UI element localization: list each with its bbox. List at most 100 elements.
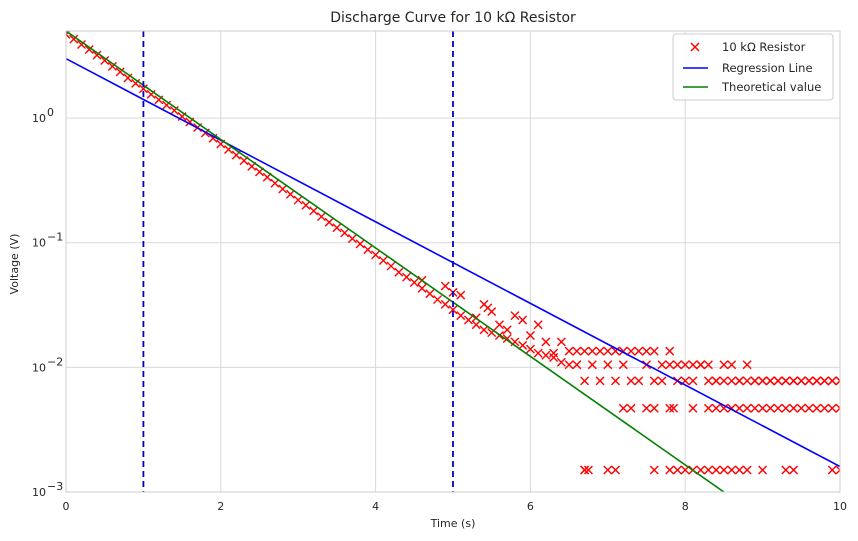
- data-point: [583, 465, 593, 475]
- data-point: [727, 360, 737, 370]
- data-point: [796, 403, 806, 413]
- data-point: [549, 353, 559, 362]
- data-point: [827, 403, 837, 413]
- data-point: [703, 376, 713, 386]
- data-point: [363, 245, 373, 255]
- y-tick-label: 10: [32, 486, 46, 499]
- data-point: [820, 376, 830, 386]
- data-point: [719, 376, 729, 386]
- data-point: [316, 212, 326, 222]
- data-point: [587, 346, 597, 356]
- data-point: [742, 465, 752, 475]
- data-point: [293, 195, 303, 205]
- data-point: [835, 465, 840, 475]
- data-point: [564, 360, 574, 370]
- data-point: [66, 31, 71, 39]
- data-point: [107, 61, 117, 71]
- data-point: [649, 465, 659, 475]
- x-tick-label: 10: [833, 500, 847, 513]
- data-point: [719, 403, 729, 413]
- data-point: [765, 376, 775, 386]
- data-point: [425, 289, 435, 299]
- data-point: [386, 261, 396, 271]
- data-point: [510, 311, 520, 321]
- data-point: [634, 346, 644, 356]
- data-point: [672, 360, 682, 370]
- data-point: [680, 360, 690, 370]
- y-tick-exponent: 0: [47, 106, 54, 119]
- data-point: [502, 325, 512, 335]
- data-point: [378, 256, 388, 266]
- data-point: [773, 376, 783, 386]
- y-tick-label: 10: [32, 237, 46, 250]
- data-point: [734, 465, 744, 475]
- legend-box: [672, 33, 834, 101]
- data-point: [603, 465, 613, 475]
- data-point: [626, 403, 636, 413]
- data-point: [719, 360, 729, 370]
- y-tick-exponent: −3: [47, 480, 63, 493]
- data-point: [781, 465, 791, 475]
- data-point: [657, 376, 667, 386]
- data-point: [324, 217, 334, 227]
- data-point: [595, 376, 605, 386]
- data-point: [479, 325, 489, 335]
- data-point: [804, 403, 814, 413]
- y-axis-label: Voltage (V): [8, 234, 21, 295]
- data-point: [518, 315, 528, 325]
- data-point: [525, 331, 535, 341]
- data-point: [727, 465, 737, 475]
- data-point: [781, 376, 791, 386]
- data-point: [487, 307, 497, 317]
- data-point: [765, 403, 775, 413]
- data-point: [463, 315, 473, 325]
- data-point: [618, 403, 628, 413]
- data-point: [440, 299, 450, 309]
- data-point: [541, 350, 551, 360]
- data-point: [611, 465, 621, 475]
- legend-label-regression: Regression Line: [722, 61, 813, 75]
- data-point: [533, 348, 543, 358]
- data-point: [696, 465, 706, 475]
- data-point: [572, 360, 582, 370]
- data-point: [92, 50, 102, 60]
- data-point: [448, 305, 458, 315]
- data-point: [518, 340, 528, 350]
- data-point: [572, 346, 582, 356]
- data-point: [611, 376, 621, 386]
- chart-title: Discharge Curve for 10 kΩ Resistor: [330, 10, 576, 26]
- data-point: [456, 311, 466, 321]
- data-point: [556, 357, 566, 367]
- data-point: [285, 189, 295, 199]
- data-point: [371, 250, 381, 260]
- data-point: [402, 272, 412, 282]
- data-point: [796, 376, 806, 386]
- data-point: [340, 228, 350, 238]
- legend-marker-resistor: [690, 42, 700, 52]
- data-point: [595, 346, 605, 356]
- data-point: [611, 346, 621, 356]
- data-point: [347, 234, 357, 244]
- data-point: [394, 267, 404, 277]
- plot-area: [66, 31, 840, 492]
- data-point: [76, 39, 86, 49]
- x-tick-label: 0: [63, 500, 70, 513]
- data-point: [711, 376, 721, 386]
- data-point: [835, 403, 840, 413]
- data-point: [727, 376, 737, 386]
- data-point: [634, 376, 644, 386]
- data-point: [270, 178, 280, 188]
- data-point: [649, 346, 659, 356]
- data-point: [100, 55, 110, 65]
- x-tick-label: 2: [217, 500, 224, 513]
- data-point: [541, 337, 551, 347]
- y-tick-exponent: −1: [47, 231, 63, 244]
- data-point: [703, 465, 713, 475]
- data-point: [580, 346, 590, 356]
- data-point: [84, 45, 94, 55]
- data-point: [440, 281, 450, 291]
- data-point: [750, 376, 760, 386]
- y-tick-label: 10: [32, 112, 46, 125]
- data-point: [556, 337, 566, 347]
- x-tick-label: 4: [372, 500, 379, 513]
